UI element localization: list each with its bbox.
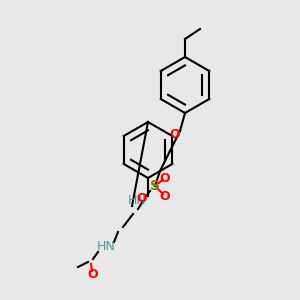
Text: O: O [160, 172, 170, 184]
Text: O: O [170, 128, 180, 140]
Text: HN: HN [128, 194, 146, 208]
Text: O: O [137, 191, 147, 205]
Text: S: S [150, 179, 160, 193]
Text: O: O [160, 190, 170, 202]
Text: HN: HN [97, 241, 116, 254]
Text: O: O [88, 268, 98, 281]
